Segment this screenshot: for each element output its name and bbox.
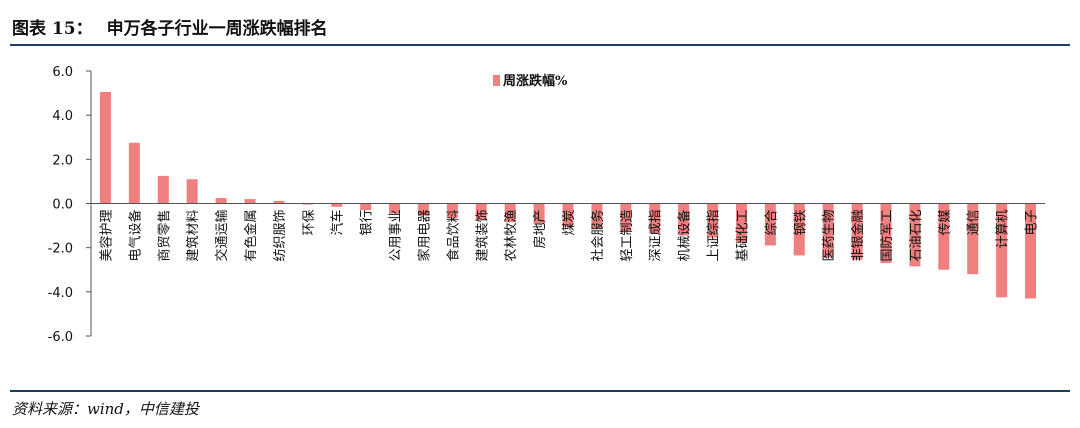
category-label: 汽车 [330,210,346,236]
category-label: 社会服务 [590,210,606,262]
bar [244,199,256,204]
figure-label: 图表 15： [12,19,93,39]
legend-label: 周涨跌幅% [503,73,568,89]
category-label: 公用事业 [389,210,404,262]
category-label: 机械设备 [677,210,693,262]
category-label: 轻工制造 [620,210,635,262]
bar [446,203,458,218]
bar [591,203,603,229]
y-tick-label: 4.0 [52,109,73,124]
bar [620,203,632,232]
category-label: 商贸零售 [156,210,172,262]
bar [851,203,863,260]
bar [533,203,545,225]
category-label: 交通运输 [214,210,230,262]
bar [967,203,979,275]
category-label: 深证成指 [649,210,664,262]
category-label: 计算机 [996,210,1011,249]
category-label: 农林牧渔 [504,210,519,262]
category-label: 银行 [360,210,375,236]
y-tick-label: 6.0 [52,65,73,80]
category-label: 国防军工 [879,210,895,262]
bar [417,203,429,216]
y-tick-label: -2.0 [48,242,73,257]
bar-chart: 6.0 4.0 2.0 0.0 -2.0 -4.0 -6.0 美容护理 电气设备 商贸零售 建筑材料… [48,65,1045,345]
bar [938,203,950,270]
bar [996,203,1008,298]
bar [822,203,834,258]
category-label: 电子 [1025,210,1040,236]
category-label: 传媒 [938,210,953,236]
category-label: 医药生物 [822,210,837,262]
category-label: 建筑材料 [185,210,201,262]
bar [99,91,111,204]
category-label: 上证综指 [707,210,722,262]
bar [331,203,343,207]
bottom-divider [10,390,1070,392]
category-label: 有色金属 [243,210,259,262]
bar [735,203,747,243]
bar [475,203,487,221]
category-label: 纺织服饰 [273,210,288,262]
bar [1025,203,1037,299]
bar [764,203,776,246]
category-label: 钢铁 [793,210,808,236]
bar [793,203,805,256]
category-label: 基础化工 [735,210,750,262]
bar [215,197,227,204]
y-tick-label: 0.0 [52,198,73,213]
category-label: 石油石化 [909,210,924,262]
y-tick-label: -6.0 [48,330,73,345]
bar [678,203,690,236]
bar [360,203,372,211]
bar [504,203,516,223]
figure-title-text: 申万各子行业一周涨跌幅排名 [106,19,328,39]
category-label: 房地产 [532,210,548,249]
bar [302,203,314,205]
legend-swatch [493,75,500,86]
category-label: 美容护理 [98,210,114,262]
bar [186,179,198,204]
category-label: 食品饮料 [445,210,461,262]
bar [273,200,285,204]
bar [880,203,892,264]
top-divider [10,44,1070,46]
bar [649,203,661,234]
source-note: 资料来源：wind，中信建投 [12,400,199,418]
category-label: 通信 [967,210,982,236]
bar [909,203,921,267]
category-label: 家用电器 [416,210,432,262]
y-tick-label: -4.0 [48,286,73,301]
bar [562,203,574,227]
figure-title: 图表 15： 申万各子行业一周涨跌幅排名 [12,14,328,39]
category-label: 煤炭 [562,210,577,236]
category-label: 环保 [302,210,317,236]
bar [157,175,169,204]
bar [128,142,140,204]
bar [389,203,401,214]
category-label: 综合 [764,210,779,236]
category-label: 电气设备 [127,210,143,262]
y-tick-label: 2.0 [52,153,73,168]
category-label: 建筑装饰 [474,210,490,262]
category-label: 非银金融 [850,210,866,262]
bar [707,203,719,238]
